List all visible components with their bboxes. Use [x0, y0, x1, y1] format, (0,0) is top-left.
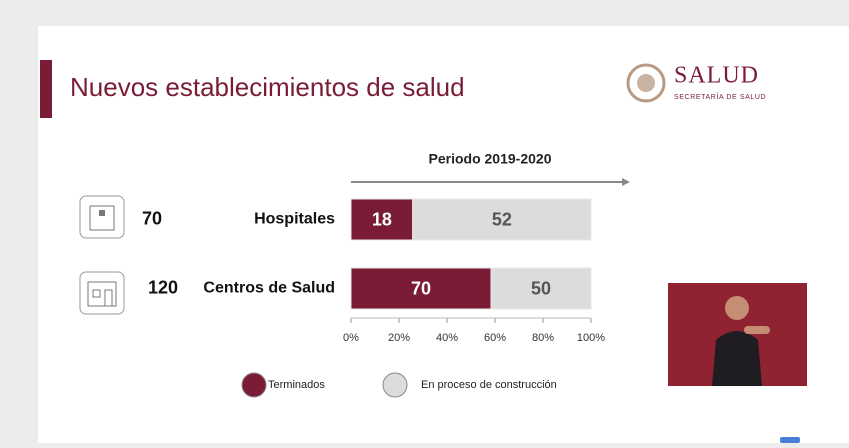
title: Nuevos establecimientos de salud — [70, 72, 465, 102]
bar-segment — [350, 267, 492, 310]
bar-segment — [412, 198, 592, 241]
clinic-icon — [79, 271, 125, 315]
value-label: 52 — [492, 209, 512, 229]
x-tick-label: 20% — [388, 332, 410, 344]
category-label: Centros de Salud — [203, 280, 335, 297]
x-tick-label: 40% — [436, 332, 458, 344]
x-tick-label: 60% — [484, 332, 506, 344]
x-tick-label: 80% — [532, 332, 554, 344]
legend-label: Terminados — [268, 379, 325, 391]
hospital-icon — [79, 195, 125, 239]
logo-name: SALUD — [674, 63, 759, 89]
legend-swatch — [241, 372, 267, 398]
legend-swatch — [382, 372, 408, 398]
title-accent — [40, 60, 52, 118]
value-label: 18 — [372, 209, 392, 229]
bar-segment — [350, 198, 414, 241]
category-label: Hospitales — [254, 211, 335, 228]
period-label: Periodo 2019-2020 — [429, 151, 552, 167]
period-arrowhead — [622, 178, 630, 186]
corner-badge — [780, 437, 800, 443]
logo-subtitle: SECRETARÍA DE SALUD — [674, 92, 766, 101]
value-label: 70 — [411, 278, 431, 298]
logo-emblem-center — [637, 74, 655, 92]
legend-label: En proceso de construcción — [421, 379, 557, 391]
total-label: 120 — [148, 277, 178, 297]
x-tick-label: 100% — [577, 332, 605, 344]
x-tick-label: 0% — [343, 332, 359, 344]
total-label: 70 — [142, 208, 162, 228]
value-label: 50 — [531, 278, 551, 298]
bar-segment — [490, 267, 592, 310]
interpreter-video — [668, 283, 807, 386]
logo-emblem — [626, 63, 666, 103]
